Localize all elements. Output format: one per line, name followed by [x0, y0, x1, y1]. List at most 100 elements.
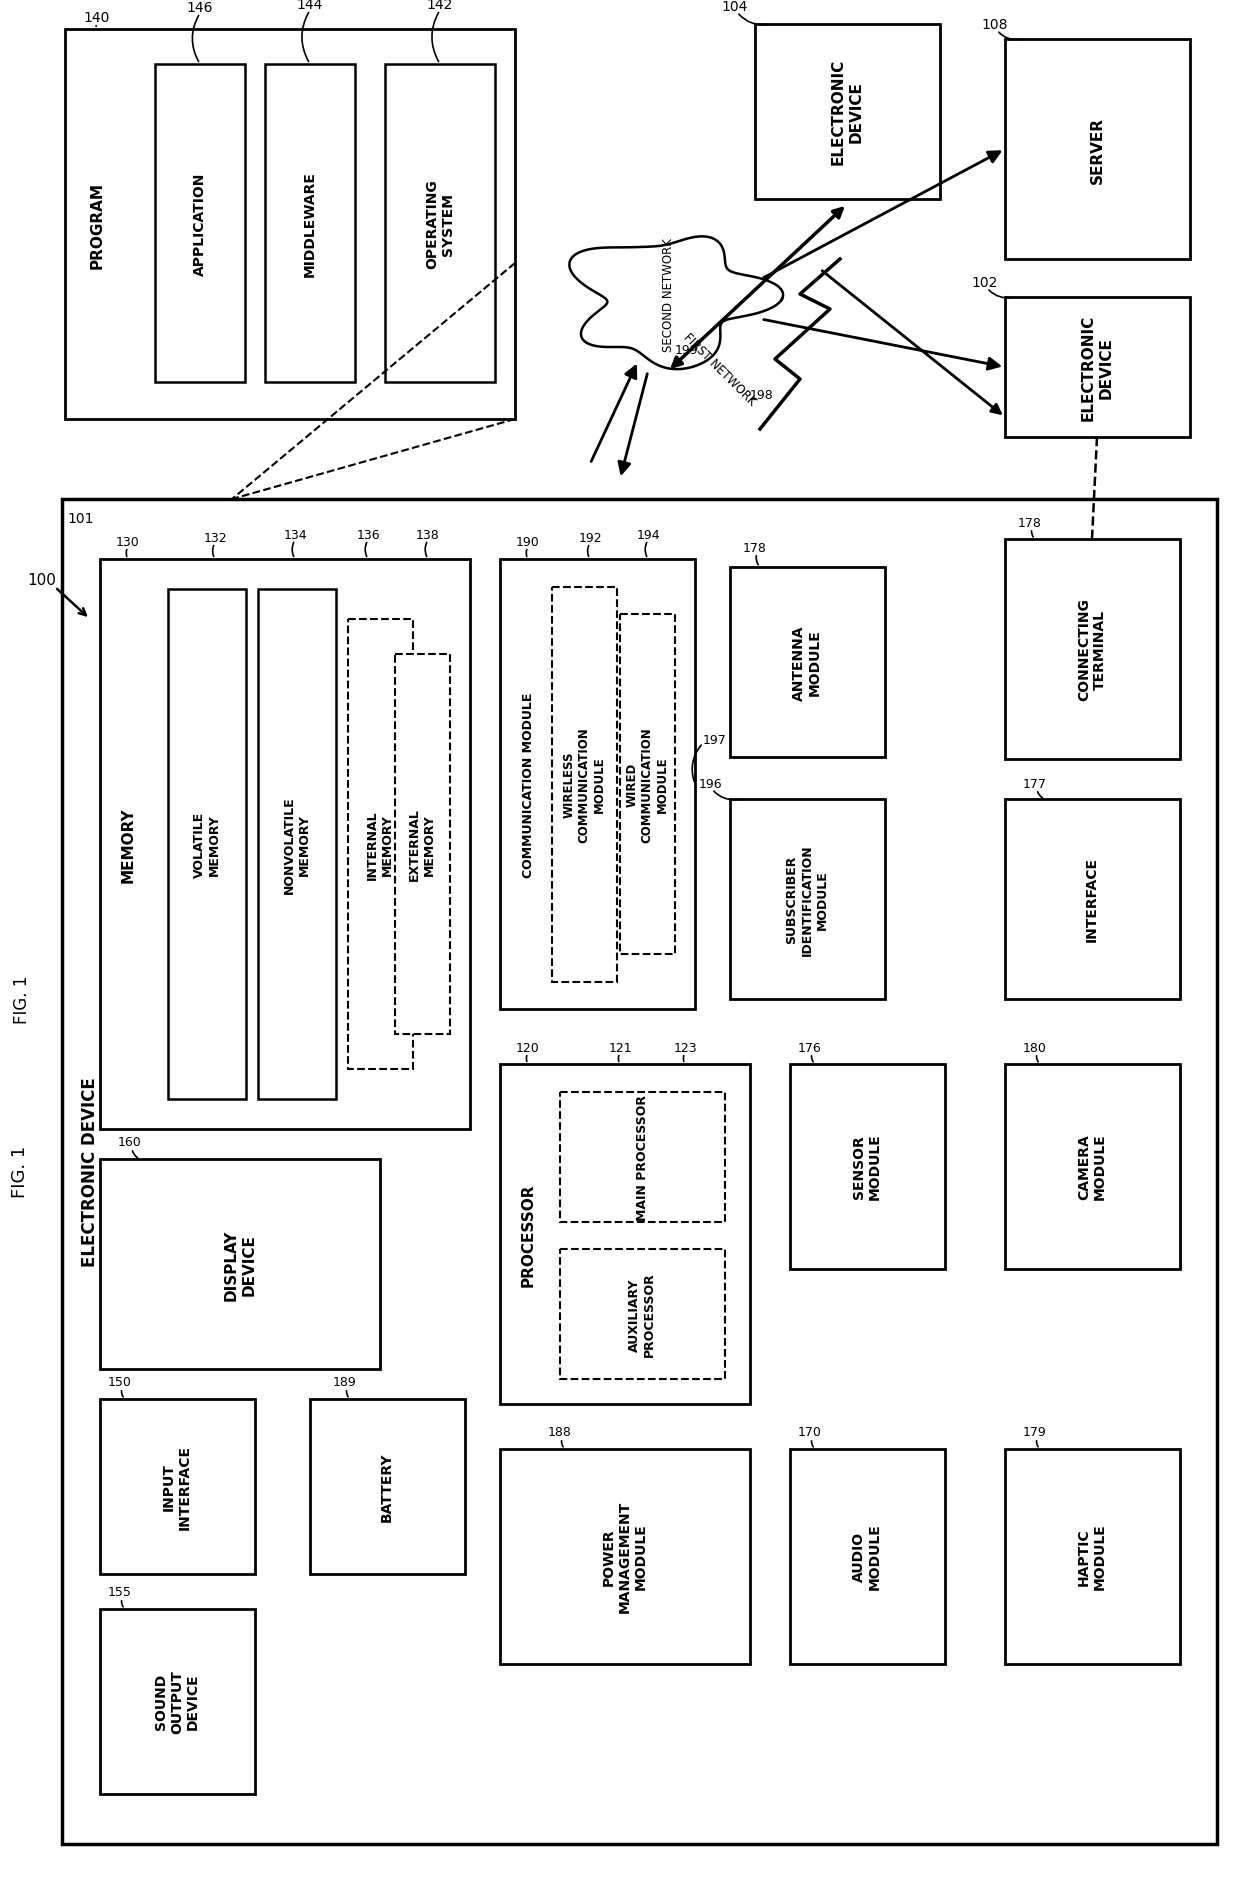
Text: NONVOLATILE
MEMORY: NONVOLATILE MEMORY: [283, 796, 311, 894]
Text: 121: 121: [608, 1041, 632, 1054]
Text: MEMORY: MEMORY: [120, 807, 135, 883]
Text: 177: 177: [1023, 777, 1047, 790]
Bar: [64, 30, 515, 420]
Text: AUXILIARY
PROCESSOR: AUXILIARY PROCESSOR: [627, 1272, 656, 1357]
Text: AUDIO
MODULE: AUDIO MODULE: [852, 1523, 882, 1590]
Text: 197: 197: [703, 734, 727, 745]
Bar: [620, 615, 675, 954]
Bar: [1004, 40, 1190, 260]
Text: PROGRAM: PROGRAM: [89, 181, 104, 269]
Bar: [500, 559, 694, 1009]
Text: 101: 101: [67, 512, 93, 525]
Text: 194: 194: [636, 529, 660, 542]
Text: BATTERY: BATTERY: [379, 1451, 394, 1521]
Text: 150: 150: [108, 1376, 131, 1389]
Text: MIDDLEWARE: MIDDLEWARE: [303, 171, 317, 277]
Text: 179: 179: [1023, 1427, 1047, 1438]
Bar: [790, 1065, 945, 1268]
Text: 155: 155: [108, 1587, 131, 1598]
Text: 132: 132: [203, 531, 227, 544]
Text: APPLICATION: APPLICATION: [193, 173, 207, 275]
Text: WIRELESS
COMMUNICATION
MODULE: WIRELESS COMMUNICATION MODULE: [563, 726, 605, 843]
Text: 134: 134: [283, 529, 306, 542]
Text: FIRST NETWORK: FIRST NETWORK: [681, 331, 759, 408]
Bar: [155, 66, 246, 382]
Text: FIG. 1: FIG. 1: [11, 1146, 29, 1197]
Bar: [560, 1092, 725, 1221]
Text: 130: 130: [117, 534, 140, 548]
Text: ANTENNA
MODULE: ANTENNA MODULE: [792, 625, 822, 700]
Text: EXTERNAL
MEMORY: EXTERNAL MEMORY: [408, 807, 436, 881]
Text: 180: 180: [1023, 1041, 1047, 1054]
Bar: [396, 655, 450, 1035]
Text: ELECTRONIC DEVICE: ELECTRONIC DEVICE: [81, 1077, 99, 1267]
Text: 102: 102: [972, 277, 998, 290]
Bar: [730, 568, 885, 758]
Text: 198: 198: [750, 388, 774, 401]
Bar: [100, 1159, 379, 1370]
Polygon shape: [569, 237, 784, 371]
Text: 178: 178: [1018, 516, 1042, 529]
Bar: [1004, 540, 1180, 760]
Text: VOLATILE
MEMORY: VOLATILE MEMORY: [193, 811, 221, 877]
Text: HAPTIC
MODULE: HAPTIC MODULE: [1076, 1523, 1107, 1590]
Text: COMMUNICATION MODULE: COMMUNICATION MODULE: [522, 693, 534, 877]
Text: 188: 188: [548, 1427, 572, 1438]
Text: WIRED
COMMUNICATION
MODULE: WIRED COMMUNICATION MODULE: [625, 726, 668, 843]
Text: 176: 176: [799, 1041, 822, 1054]
Bar: [730, 800, 885, 999]
Text: 160: 160: [118, 1137, 141, 1148]
Bar: [100, 559, 470, 1129]
Text: 192: 192: [578, 531, 601, 544]
Text: POWER
MANAGEMENT
MODULE: POWER MANAGEMENT MODULE: [601, 1500, 649, 1613]
Bar: [560, 1250, 725, 1380]
Text: INPUT
INTERFACE: INPUT INTERFACE: [162, 1443, 192, 1528]
Text: SERVER: SERVER: [1090, 117, 1105, 183]
Text: SECOND NETWORK: SECOND NETWORK: [661, 237, 675, 352]
Text: PROCESSOR: PROCESSOR: [521, 1182, 536, 1285]
Bar: [348, 619, 413, 1069]
Bar: [265, 66, 355, 382]
Text: SENSOR
MODULE: SENSOR MODULE: [852, 1133, 882, 1199]
Text: INTERNAL
MEMORY: INTERNAL MEMORY: [366, 809, 394, 879]
Text: DISPLAY
DEVICE: DISPLAY DEVICE: [223, 1229, 257, 1300]
Text: 140: 140: [84, 11, 110, 24]
Text: SUBSCRIBER
IDENTIFICATION
MODULE: SUBSCRIBER IDENTIFICATION MODULE: [785, 843, 828, 956]
Bar: [500, 1065, 750, 1404]
Bar: [1004, 297, 1190, 439]
Text: ELECTRONIC
DEVICE: ELECTRONIC DEVICE: [1081, 314, 1114, 422]
Text: 136: 136: [356, 529, 379, 542]
Text: CONNECTING
TERMINAL: CONNECTING TERMINAL: [1076, 598, 1107, 702]
Bar: [62, 501, 1216, 1844]
Text: 190: 190: [516, 534, 539, 548]
Bar: [310, 1398, 465, 1573]
Text: 100: 100: [27, 572, 57, 587]
Text: 123: 123: [673, 1041, 697, 1054]
Bar: [1004, 800, 1180, 999]
Text: CAMERA
MODULE: CAMERA MODULE: [1076, 1133, 1107, 1199]
Text: 104: 104: [722, 0, 748, 13]
Bar: [500, 1449, 750, 1664]
Text: 142: 142: [427, 0, 453, 11]
Bar: [552, 587, 618, 982]
Text: 138: 138: [417, 529, 440, 542]
Bar: [258, 589, 336, 1099]
Text: 199: 199: [675, 343, 698, 356]
Text: 178: 178: [743, 542, 766, 553]
Text: 146: 146: [187, 2, 213, 15]
Bar: [755, 24, 940, 199]
Text: SOUND
OUTPUT
DEVICE: SOUND OUTPUT DEVICE: [154, 1669, 200, 1733]
Bar: [384, 66, 495, 382]
Text: 170: 170: [799, 1427, 822, 1438]
Bar: [1004, 1449, 1180, 1664]
Text: 189: 189: [334, 1376, 357, 1389]
Text: 108: 108: [982, 19, 1008, 32]
Text: 120: 120: [516, 1041, 539, 1054]
Text: OPERATING
SYSTEM: OPERATING SYSTEM: [425, 179, 455, 269]
Bar: [1004, 1065, 1180, 1268]
Bar: [100, 1398, 255, 1573]
Text: 144: 144: [296, 0, 324, 11]
Text: ELECTRONIC
DEVICE: ELECTRONIC DEVICE: [831, 58, 863, 166]
Bar: [790, 1449, 945, 1664]
Text: MAIN PROCESSOR: MAIN PROCESSOR: [636, 1095, 649, 1220]
